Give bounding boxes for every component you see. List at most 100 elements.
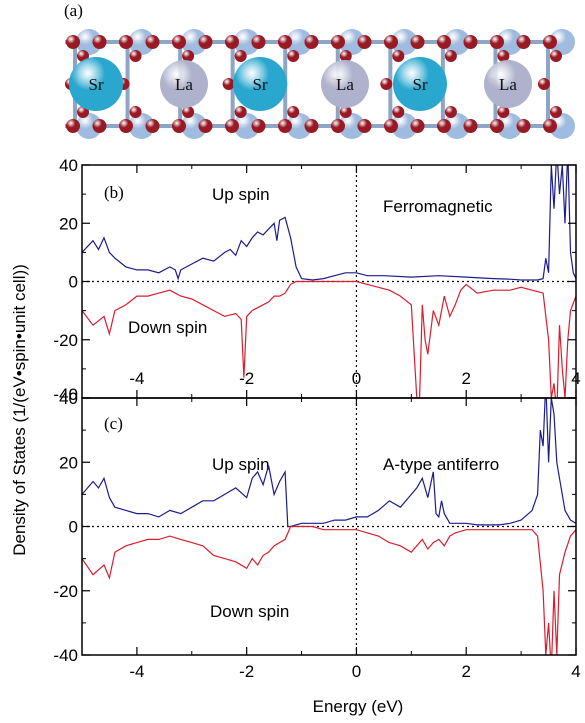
oxygen-atom <box>550 50 562 62</box>
la-atom <box>484 60 532 108</box>
small-atom <box>338 29 365 55</box>
oxygen-atom <box>331 119 345 133</box>
x-tick-label: -2 <box>239 369 254 388</box>
oxygen-atom <box>516 119 531 133</box>
title-antiferro: A-type antiferro <box>383 455 499 474</box>
panel-label-c: (c) <box>104 414 123 433</box>
y-tick-label: 20 <box>59 214 78 233</box>
oxygen-atom <box>538 78 550 90</box>
atom-label: Sr <box>252 75 267 94</box>
oxygen-atom <box>497 50 510 62</box>
oxygen-atom <box>182 106 195 118</box>
up-spin-label-b: Up spin <box>212 185 270 204</box>
x-tick-label: 0 <box>352 369 361 388</box>
y-tick-label: -20 <box>53 331 78 350</box>
atom-label: La <box>336 75 354 94</box>
atom-label: La <box>175 75 193 94</box>
small-atom <box>286 113 313 139</box>
panel-label-b: (b) <box>104 183 124 202</box>
oxygen-atom <box>339 106 352 118</box>
small-atom <box>443 29 470 55</box>
small-atom <box>128 29 155 55</box>
oxygen-atom <box>380 78 393 90</box>
small-atom <box>286 29 313 55</box>
atom-label: Sr <box>88 75 103 94</box>
y-tick-label: 40 <box>59 389 78 408</box>
small-atom <box>233 29 260 55</box>
small-atom <box>76 113 102 139</box>
oxygen-atom <box>287 106 300 118</box>
small-atom <box>496 113 523 139</box>
down-spin-label-c: Down spin <box>210 602 289 621</box>
oxygen-atom <box>225 119 239 133</box>
small-atom <box>549 29 575 55</box>
oxygen-atom <box>437 119 451 133</box>
oxygen-atom <box>304 35 319 49</box>
oxygen-atom <box>251 119 266 133</box>
oxygen-atom <box>222 78 235 90</box>
sr-atom <box>69 57 123 111</box>
oxygen-atom <box>119 119 133 133</box>
oxygen-atom <box>287 50 300 62</box>
oxygen-atom <box>543 119 557 133</box>
up-spin-label-c: Up spin <box>212 455 270 474</box>
cation-atoms: Sr La Sr La Sr La <box>69 57 532 111</box>
oxygen-atom <box>410 119 425 133</box>
series-down-spin <box>82 525 576 655</box>
oxygen-atom <box>339 50 352 62</box>
x-axis-label: Energy (eV) <box>313 697 404 716</box>
small-atom <box>181 113 208 139</box>
oxygen-atom <box>119 35 133 49</box>
series-down-spin <box>82 280 576 398</box>
x-tick-label: -2 <box>239 662 254 681</box>
x-tick-label: 0 <box>352 662 361 681</box>
oxygen-atom <box>304 119 319 133</box>
y-axis-label: Density of States (1/(eV•spin•unit cell)… <box>10 264 29 556</box>
x-tick-label: -4 <box>129 369 144 388</box>
oxygen-atom <box>444 106 457 118</box>
oxygen-atom <box>172 119 186 133</box>
oxygen-atom <box>392 50 405 62</box>
small-atom <box>76 29 102 55</box>
oxygen-atoms <box>65 35 562 133</box>
panel-label-a: (a) <box>64 1 83 20</box>
oxygen-atom <box>490 119 504 133</box>
oxygen-atom <box>278 35 292 49</box>
y-tick-label: 20 <box>59 453 78 472</box>
y-tick-label: -40 <box>53 385 78 404</box>
la-atom <box>160 60 208 108</box>
la-atom <box>321 60 369 108</box>
x-tick-label: 2 <box>461 662 470 681</box>
small-atom <box>233 113 260 139</box>
oxygen-atom <box>172 35 186 49</box>
small-atom <box>496 29 523 55</box>
oxygen-atom <box>490 35 504 49</box>
oxygen-atom <box>66 119 80 133</box>
sr-atom <box>233 57 287 111</box>
crystal-structure: (a) Sr La Sr La Sr La <box>64 1 575 139</box>
oxygen-atom <box>550 106 562 118</box>
small-atom <box>549 113 575 139</box>
oxygen-atom <box>497 106 510 118</box>
atom-label: La <box>499 75 517 94</box>
x-tick-label: -4 <box>129 662 144 681</box>
y-tick-label: -20 <box>53 582 78 601</box>
small-atom <box>443 113 470 139</box>
oxygen-atom <box>182 50 195 62</box>
oxygen-atom <box>331 35 345 49</box>
oxygen-atom <box>463 119 478 133</box>
oxygen-atom <box>384 35 398 49</box>
series-up-spin <box>82 165 576 281</box>
x-tick-label: 4 <box>571 662 580 681</box>
oxygen-atom <box>392 106 405 118</box>
oxygen-atom <box>357 119 372 133</box>
back-atoms <box>76 29 575 139</box>
panel-c-antiferro: (c) Up spin A-type antiferro Down spin 4… <box>53 389 580 681</box>
oxygen-atom <box>444 50 457 62</box>
x-tick-label: 2 <box>461 369 470 388</box>
small-atom <box>391 113 418 139</box>
oxygen-atom <box>543 35 557 49</box>
oxygen-atom <box>251 35 266 49</box>
oxygen-atom <box>145 35 160 49</box>
